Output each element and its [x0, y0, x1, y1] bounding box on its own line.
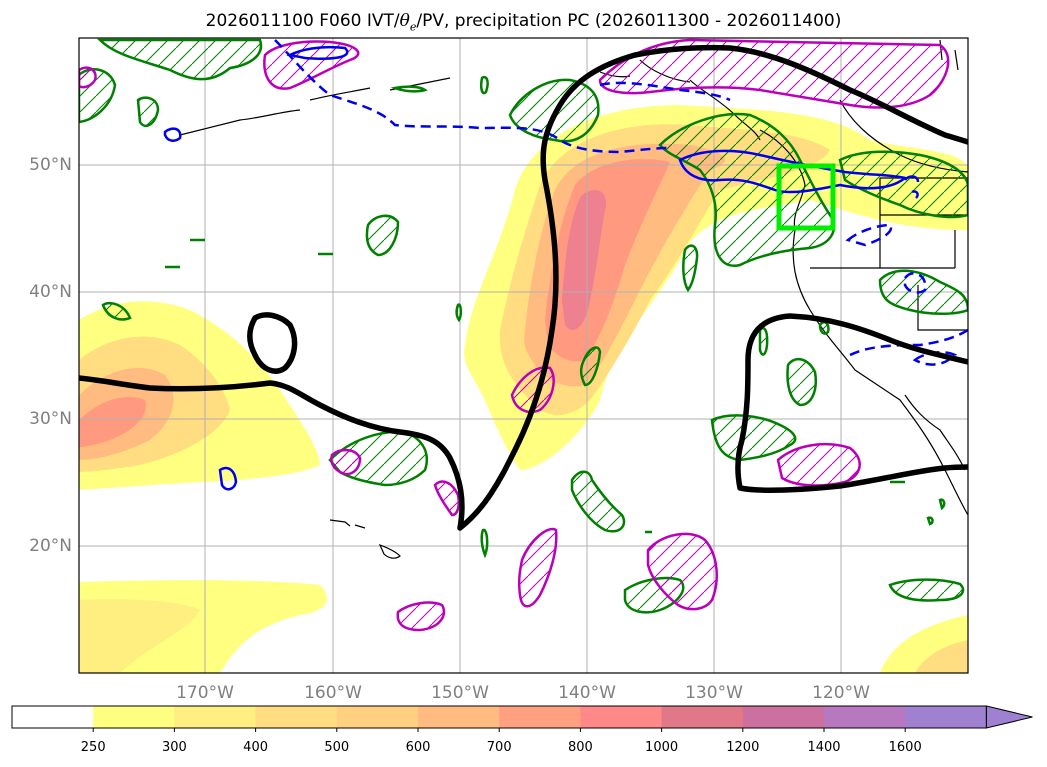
lat-label-30n: 30°N: [29, 409, 72, 429]
colorbar-label: 1000: [645, 740, 679, 755]
colorbar-label: 1400: [807, 740, 841, 755]
ivt-southern-band: [79, 580, 968, 673]
colorbar-label: 400: [243, 740, 269, 755]
title-prefix: 2026011100 F060 IVT/: [205, 11, 400, 31]
colorbar-segment: [255, 706, 338, 728]
colorbar-segment: [580, 706, 663, 728]
colorbar-label: 500: [324, 740, 350, 755]
map-content: [79, 38, 968, 673]
theta-symbol: θe: [399, 11, 417, 34]
colorbar-label: 1200: [726, 740, 760, 755]
colorbar-label: 1600: [888, 740, 922, 755]
colorbar-label: 700: [486, 740, 512, 755]
figure-title: 2026011100 F060 IVT/θe/PV, precipitation…: [0, 10, 1047, 38]
theta-dashed-contours: [274, 39, 968, 366]
colorbar-segment: [499, 706, 581, 728]
region-box: [776, 163, 836, 231]
lon-label-170w: 170°W: [176, 683, 234, 703]
colorbar-label: 250: [80, 740, 106, 755]
colorbar-segment: [418, 706, 500, 728]
colorbar-label: 300: [161, 740, 187, 755]
colorbar-segment: [336, 706, 419, 728]
colorbar-segment: [661, 706, 744, 728]
map-frame: [78, 37, 969, 674]
theta-subscript: e: [409, 20, 417, 34]
colorbar-segment: [93, 706, 175, 728]
lat-label-50n: 50°N: [29, 155, 72, 175]
colorbar-label: 600: [405, 740, 431, 755]
theta-contours: [163, 45, 920, 491]
colorbar-segment: [742, 706, 825, 728]
colorbar: [11, 705, 1033, 732]
colorbar-segment: [12, 706, 94, 728]
lon-label-140w: 140°W: [558, 683, 616, 703]
lat-label-20n: 20°N: [29, 536, 72, 556]
magenta-contours: [79, 38, 950, 632]
lon-label-160w: 160°W: [304, 683, 362, 703]
colorbar-segment: [905, 706, 987, 728]
pv-contours: [79, 44, 968, 531]
lon-label-130w: 130°W: [685, 683, 743, 703]
lon-label-150w: 150°W: [431, 683, 489, 703]
lat-label-40n: 40°N: [29, 282, 72, 302]
colorbar-segment: [824, 706, 906, 728]
title-suffix: /PV, precipitation PC (2026011300 - 2026…: [416, 11, 842, 31]
colorbar-extend-arrow: [985, 705, 1033, 729]
colorbar-label: 800: [567, 740, 593, 755]
colorbar-segment: [174, 706, 257, 728]
lon-label-120w: 120°W: [812, 683, 870, 703]
ivt-western-plume: [79, 301, 320, 490]
